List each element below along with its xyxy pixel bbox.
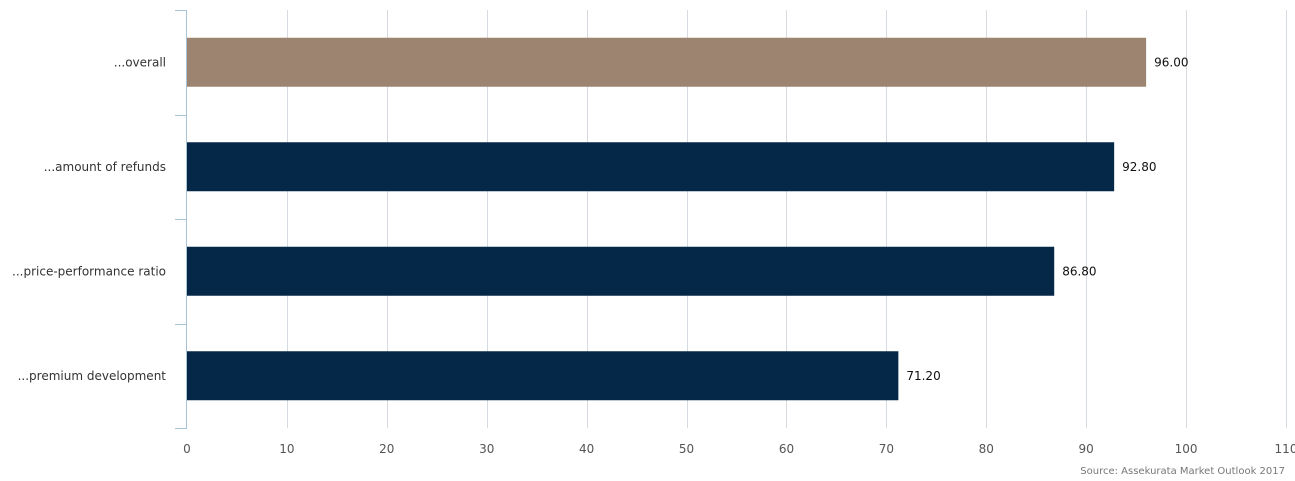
bar: [187, 351, 899, 401]
x-tick-label: 50: [679, 442, 694, 456]
x-tick-label: 20: [379, 442, 394, 456]
x-tick-labels: 0 10 20 30 40 50 60 70 80 90 100 110: [183, 442, 1295, 456]
bar: [187, 246, 1055, 296]
category-labels: ...overall ...amount of refunds ...price-p…: [12, 55, 166, 383]
bars: [187, 37, 1147, 401]
value-label: 96.00: [1154, 55, 1188, 69]
source-note: Source: Assekurata Market Outlook 2017: [1080, 466, 1285, 477]
category-axis: [175, 10, 187, 429]
bar: [187, 142, 1115, 192]
x-tick-label: 100: [1175, 442, 1198, 456]
category-label: ...price-performance ratio: [12, 264, 166, 278]
x-tick-label: 70: [879, 442, 894, 456]
value-label: 86.80: [1062, 264, 1096, 278]
x-tick-label: 90: [1079, 442, 1094, 456]
bar: [187, 37, 1147, 87]
x-tick-label: 80: [979, 442, 994, 456]
category-label: ...premium development: [18, 369, 167, 383]
x-tick-label: 30: [479, 442, 494, 456]
x-tick-label: 0: [183, 442, 191, 456]
x-tick-label: 40: [579, 442, 594, 456]
x-tick-label: 10: [279, 442, 294, 456]
value-labels: 96.00 92.80 86.80 71.20: [906, 55, 1188, 383]
x-tick-label: 60: [779, 442, 794, 456]
value-label: 71.20: [906, 369, 940, 383]
category-label: ...amount of refunds: [44, 160, 166, 174]
category-label: ...overall: [114, 55, 166, 69]
value-label: 92.80: [1122, 160, 1156, 174]
x-tick-label: 110: [1275, 442, 1295, 456]
